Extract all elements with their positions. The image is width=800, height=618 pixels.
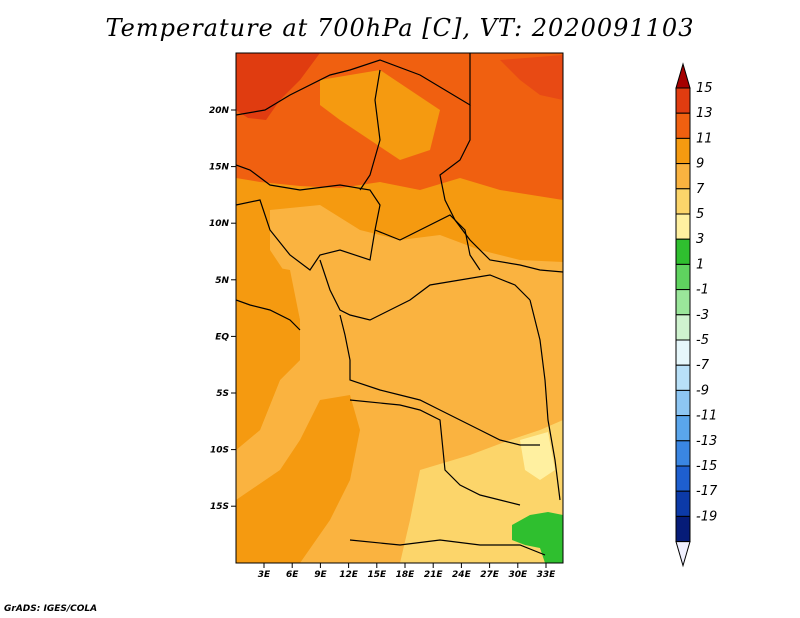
lat-tick-label: 5N	[215, 276, 229, 286]
colorbar-top-arrow	[675, 62, 691, 89]
lon-tick-label: 30E	[508, 570, 528, 580]
field-band-9-west	[236, 260, 300, 450]
lon-tick-label: 27E	[480, 570, 500, 580]
colorbar-label: -15	[696, 459, 717, 474]
border-gabon	[236, 299, 301, 331]
colorbar-label: -13	[696, 434, 717, 449]
lat-tick-label: 15S	[210, 502, 229, 512]
colorbar-label: -1	[696, 283, 709, 298]
chart-title: Temperature at 700hPa [C], VT: 202009110…	[105, 14, 695, 42]
colorbar-swatch	[675, 389, 691, 417]
colorbar-swatch	[675, 188, 691, 215]
colorbar-label: -5	[696, 333, 709, 348]
border-sahel	[236, 164, 381, 231]
field-band-13b	[500, 55, 563, 100]
border-car-north	[374, 214, 481, 271]
colorbar-swatch	[675, 112, 691, 139]
colorbar-label: 9	[696, 157, 704, 172]
temperature-field	[236, 53, 563, 563]
colorbar-label: -3	[696, 308, 709, 323]
lat-tick-label: 10S	[210, 446, 229, 456]
lon-tick-label: 33E	[537, 570, 557, 580]
lon-tick-label: 3E	[258, 570, 271, 580]
country-borders	[236, 53, 563, 556]
lon-tick-label: 6E	[286, 570, 299, 580]
colorbar-label: 11	[696, 131, 713, 146]
colorbar-label: 1	[696, 257, 704, 272]
colorbar-label: 7	[696, 182, 705, 197]
lat-tick-label: 10N	[209, 219, 230, 229]
colorbar-bottom-arrow	[675, 541, 691, 568]
colorbar: 15 13 11 9 7 5 3 1 -1 -3 -5 -7 -9 -11 -13 -15 -17 -19	[675, 62, 718, 568]
border-car-south	[319, 259, 531, 321]
lon-tick-label: 24E	[452, 570, 472, 580]
colorbar-label: 3	[696, 232, 704, 247]
lat-tick-label: 20N	[209, 106, 230, 116]
colorbar-label: -11	[696, 409, 717, 424]
colorbar-swatch	[675, 314, 691, 341]
lon-tick-label: 12E	[339, 570, 359, 580]
colorbar-label: -7	[696, 358, 710, 373]
colorbar-swatch	[675, 137, 691, 165]
field-band-3	[520, 432, 555, 480]
lon-tick-label: 21E	[424, 570, 444, 580]
colorbar-swatch	[675, 415, 691, 442]
colorbar-swatch	[675, 515, 691, 543]
colorbar-label: -17	[696, 484, 718, 499]
colorbar-label: -19	[696, 509, 717, 524]
border-niger-chad	[359, 69, 381, 191]
map-frame	[235, 52, 564, 564]
lon-tick-label: 9E	[314, 570, 327, 580]
field-band-13	[236, 53, 320, 120]
lat-tick-label: 5S	[216, 389, 229, 399]
lon-tick-label: 18E	[396, 570, 416, 580]
field-band-9-sw	[236, 395, 360, 563]
border-namibia	[349, 539, 546, 556]
border-angola	[349, 399, 521, 506]
border-north	[236, 53, 471, 116]
field-band-1	[512, 512, 563, 563]
colorbar-label: -9	[696, 383, 709, 398]
footer-credit: GrADS: IGES/COLA	[4, 604, 98, 614]
colorbar-label: 13	[696, 106, 713, 121]
colorbar-swatch	[675, 465, 691, 492]
colorbar-label: 15	[696, 81, 713, 96]
colorbar-swatch	[675, 339, 691, 366]
colorbar-swatch	[675, 289, 691, 316]
colorbar-label: 5	[696, 207, 704, 222]
colorbar-swatch	[675, 490, 691, 517]
border-drc-west	[339, 314, 540, 446]
lat-tick-label: EQ	[215, 332, 229, 342]
colorbar-swatch	[675, 364, 691, 391]
lat-tick-label: 15N	[209, 163, 230, 173]
colorbar-swatch	[675, 213, 691, 240]
colorbar-swatch	[675, 263, 691, 291]
field-band-9-north	[320, 70, 440, 160]
colorbar-swatch	[675, 87, 691, 114]
axis-ticks: 20N 15N 10N 5N EQ 5S 10S 15S 3E 6E 9E 12E 15E 18E 21E 2…	[209, 106, 556, 580]
colorbar-swatch	[675, 440, 691, 467]
border-east	[529, 299, 561, 501]
colorbar-swatch	[675, 163, 691, 190]
lon-tick-label: 15E	[367, 570, 387, 580]
border-nigeria	[236, 199, 376, 271]
colorbar-swatch	[675, 238, 691, 265]
